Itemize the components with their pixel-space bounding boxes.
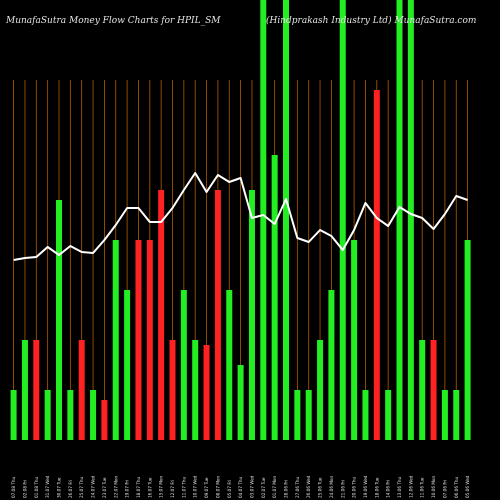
bar: [33, 340, 40, 440]
bar: [21, 340, 28, 440]
x-tick-label: 11.06 Tue: [420, 477, 425, 498]
bar: [453, 390, 460, 440]
x-tick-label: 22.07 Mon: [113, 476, 118, 498]
x-tick-label: 01.08 Thu: [34, 476, 39, 498]
money-flow-line: [13, 172, 468, 261]
bar: [180, 290, 187, 440]
x-tick-label: 23.07 Tue: [102, 477, 107, 498]
bar: [44, 390, 51, 440]
bar: [192, 340, 199, 440]
bar: [169, 340, 176, 440]
bar: [101, 400, 108, 440]
bar: [158, 190, 165, 440]
x-tick-label: 24.06 Mon: [329, 476, 334, 498]
bar: [203, 345, 210, 440]
x-tick-label: 12.06 Wed: [408, 475, 413, 498]
x-tick-label: 03.07 Wed: [249, 475, 254, 498]
x-tick-label: 18.07 Thu: [136, 476, 141, 498]
x-tick-label: 02.08 Fri: [22, 480, 27, 498]
x-tick-label: 05.07 Fri: [227, 480, 232, 498]
bar: [248, 190, 255, 440]
bar: [339, 0, 346, 440]
x-tick-label: 10.06 Mon: [431, 476, 436, 498]
bar: [226, 290, 233, 440]
x-tick-label: 02.07 Tue: [261, 477, 266, 498]
bar: [430, 340, 437, 440]
bar: [214, 190, 221, 440]
x-tick-label: 08.07 Mon: [215, 476, 220, 498]
x-tick-label: 24.07 Wed: [91, 475, 96, 498]
x-tick-label: 20.06 Thu: [352, 476, 357, 498]
x-tick-label: 09.07 Tue: [204, 477, 209, 498]
x-tick-label: 28.06 Fri: [284, 480, 289, 498]
bar: [464, 240, 471, 440]
x-tick-label: 10.07 Wed: [193, 475, 198, 498]
bar: [294, 390, 301, 440]
bar: [146, 240, 153, 440]
x-tick-label: 12.07 Fri: [170, 480, 175, 498]
bar: [385, 390, 392, 440]
bar: [351, 240, 358, 440]
bar: [305, 390, 312, 440]
x-tick-label: 26.07 Fri: [68, 480, 73, 498]
x-tick-label: 14.06 Fri: [386, 480, 391, 498]
x-tick-label: 07.06 Fri: [442, 480, 447, 498]
x-tick-label: 19.06 Wed: [363, 475, 368, 498]
bar: [135, 240, 142, 440]
bar: [362, 390, 369, 440]
bar: [441, 390, 448, 440]
x-tick-label: 31.07 Wed: [45, 475, 50, 498]
x-tick-label: 15.07 Mon: [159, 476, 164, 498]
bar: [90, 390, 97, 440]
x-tick-label: 26.06 Wed: [306, 475, 311, 498]
x-tick-labels: 07.08 Thu 02.08 Fri 01.08 Thu 31.07 Wed 30.0…: [11, 475, 470, 498]
x-tick-label: 21.06 Fri: [340, 480, 345, 498]
x-tick-label: 04.07 Thu: [238, 476, 243, 498]
x-tick-label: 01.07 Mon: [272, 476, 277, 498]
bar: [283, 0, 289, 440]
x-tick-label: 25.06 Tue: [318, 477, 323, 498]
x-tick-label: 27.06 Thu: [295, 476, 300, 498]
bar: [112, 240, 119, 440]
bar: [260, 0, 267, 440]
x-tick-label: 25.07 Thu: [79, 476, 84, 498]
bar: [67, 390, 74, 440]
bar: [407, 0, 414, 440]
bar: [10, 390, 17, 440]
x-tick-label: 05.06 Wed: [465, 475, 470, 498]
bar: [271, 155, 278, 440]
chart-title: MunafaSutra Money Flow Charts for HPIL_S…: [5, 16, 221, 26]
bar: [396, 0, 403, 440]
x-tick-label: 18.06 Tue: [374, 477, 379, 498]
bar: [328, 290, 335, 440]
bar: [124, 290, 131, 440]
bar: [317, 340, 324, 440]
bar: [56, 200, 62, 440]
bar: [78, 340, 85, 440]
x-tick-label: 11.07 Thu: [181, 476, 186, 498]
bar: [373, 90, 380, 440]
chart-subtitle: (Hindprakash Industry Ltd) MunafaSutra.c…: [266, 15, 476, 26]
x-tick-label: 16.07 Tue: [147, 477, 152, 498]
x-tick-label: 07.08 Thu: [11, 476, 16, 498]
x-tick-label: 19.07 Fri: [125, 480, 130, 498]
x-tick-label: 30.07 Tue: [57, 477, 62, 498]
volume-bars: [10, 0, 471, 440]
bar: [237, 365, 244, 440]
x-tick-label: 13.06 Thu: [397, 476, 402, 498]
x-tick-label: 06.06 Thu: [454, 476, 459, 498]
bar: [419, 340, 426, 440]
